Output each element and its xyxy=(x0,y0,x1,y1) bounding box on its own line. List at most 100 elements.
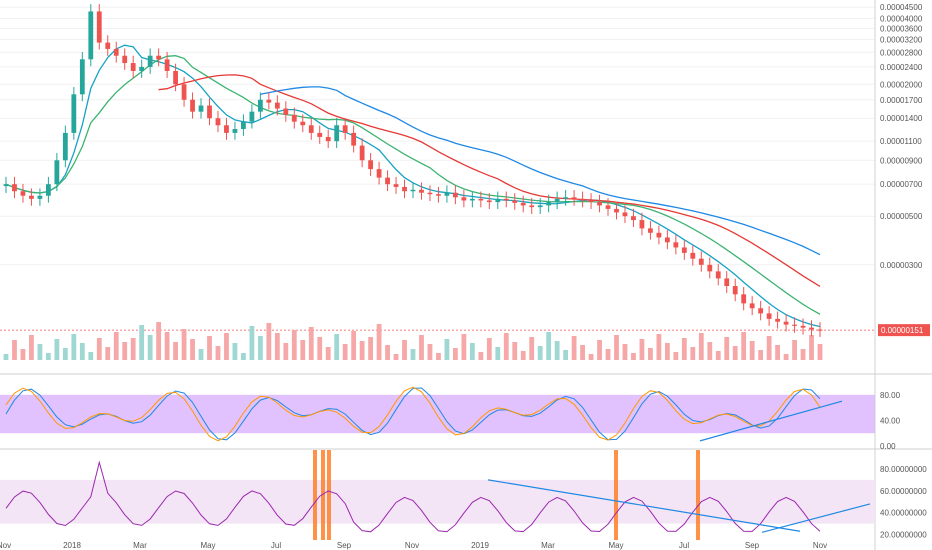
candle-body xyxy=(266,99,272,103)
candle-body xyxy=(190,99,195,112)
volume-bar xyxy=(139,325,145,360)
volume-bar xyxy=(308,327,314,360)
volume-bar xyxy=(605,349,611,360)
volume-bar xyxy=(529,337,535,360)
candle-body xyxy=(469,198,475,201)
volume-bar xyxy=(520,351,526,360)
candle-body xyxy=(597,202,602,206)
rsi-highlight xyxy=(327,450,331,540)
price-tick-label: 0.00001100 xyxy=(880,137,922,146)
candle-body xyxy=(639,220,645,229)
volume-bar xyxy=(29,335,34,360)
volume-bar xyxy=(597,340,602,360)
volume-bar xyxy=(639,339,645,360)
rsi-tick-label: 20.00000000 xyxy=(880,531,927,540)
time-tick-label: Mar xyxy=(541,541,555,550)
volume-bar xyxy=(681,338,687,360)
candle-body xyxy=(393,184,399,187)
candle-body xyxy=(580,198,585,201)
candle-body xyxy=(546,202,552,206)
candle-body xyxy=(147,55,153,67)
candle-body xyxy=(385,177,390,185)
rsi-tick-label: 80.00000000 xyxy=(880,465,927,474)
moving-average-line xyxy=(260,86,821,256)
time-tick-label: Jul xyxy=(679,541,689,550)
volume-bar xyxy=(79,343,85,360)
price-tick-label: 0.00002000 xyxy=(880,80,923,89)
volume-bar xyxy=(809,335,814,360)
volume-bar xyxy=(554,341,560,360)
rsi-band xyxy=(0,479,875,524)
candle-body xyxy=(614,208,619,213)
volume-bar xyxy=(368,337,374,360)
volume-bar xyxy=(749,341,755,360)
candle-body xyxy=(139,66,145,71)
volume-bar xyxy=(317,337,323,360)
volume-bar xyxy=(54,339,60,360)
candle-body xyxy=(698,258,704,265)
volume-bar xyxy=(88,352,94,360)
price-tick-label: 0.00001400 xyxy=(880,114,923,123)
candle-body xyxy=(308,125,314,133)
volume-bar xyxy=(257,336,263,360)
candle-body xyxy=(571,197,577,199)
volume-bar xyxy=(546,332,552,360)
time-tick-label: Nov xyxy=(813,541,827,550)
price-tick-label: 0.00003200 xyxy=(880,36,923,45)
price-tick-label: 0.00003600 xyxy=(880,24,923,33)
stochastic-tick-label: 40.00 xyxy=(880,416,901,425)
candle-body xyxy=(673,242,679,248)
moving-averages xyxy=(5,44,821,328)
volume-bar xyxy=(198,349,204,360)
volume-bar xyxy=(436,353,441,360)
candle-body xyxy=(537,205,543,208)
volume-bar xyxy=(3,354,9,360)
candle-body xyxy=(232,129,238,133)
volume-bar xyxy=(385,345,390,360)
candle-body xyxy=(732,286,738,295)
volume-bar xyxy=(37,344,43,360)
volume-bar xyxy=(792,340,797,360)
candle-body xyxy=(503,198,509,201)
candle-body xyxy=(402,186,407,192)
candle-body xyxy=(783,321,789,325)
volume-bar xyxy=(715,351,721,360)
candle-body xyxy=(3,184,9,187)
candle-body xyxy=(792,324,797,326)
candle-body xyxy=(766,313,772,319)
candle-body xyxy=(198,105,204,112)
volume-bar xyxy=(690,347,696,360)
volume-bar xyxy=(181,329,187,360)
volume-bar xyxy=(334,334,340,360)
stochastic-panel: 80.00 40.00 0.00 xyxy=(0,386,901,451)
volume-bar xyxy=(62,348,68,360)
volume-bar xyxy=(427,344,433,360)
volume-bar xyxy=(376,324,382,360)
rsi-trendline-down xyxy=(487,479,801,532)
stochastic-tick-label: 0.00 xyxy=(880,442,896,451)
rsi-highlight xyxy=(313,450,317,540)
candle-body xyxy=(300,121,306,126)
volume-bar xyxy=(648,348,653,360)
candle-body xyxy=(486,200,492,203)
candle-body xyxy=(224,125,229,133)
volume-bar xyxy=(122,342,128,360)
candle-body xyxy=(164,59,170,71)
volume-bar xyxy=(758,350,764,360)
volume-bar xyxy=(664,343,670,360)
rsi-tick-label: 40.00000000 xyxy=(880,509,927,518)
candle-body xyxy=(724,278,730,287)
candle-body xyxy=(419,189,424,193)
candle-body xyxy=(71,94,77,133)
time-tick-label: Nov xyxy=(405,541,419,550)
volume-bar xyxy=(622,344,628,360)
candle-body xyxy=(376,169,382,178)
candle-body xyxy=(427,192,433,195)
last-price-box xyxy=(878,324,930,337)
volume-bar xyxy=(724,337,730,360)
rsi-trendline-up xyxy=(761,503,871,533)
volume-bar xyxy=(164,332,170,360)
volume-bar xyxy=(452,348,458,360)
candle-body xyxy=(707,264,713,272)
candle-body xyxy=(452,192,458,198)
